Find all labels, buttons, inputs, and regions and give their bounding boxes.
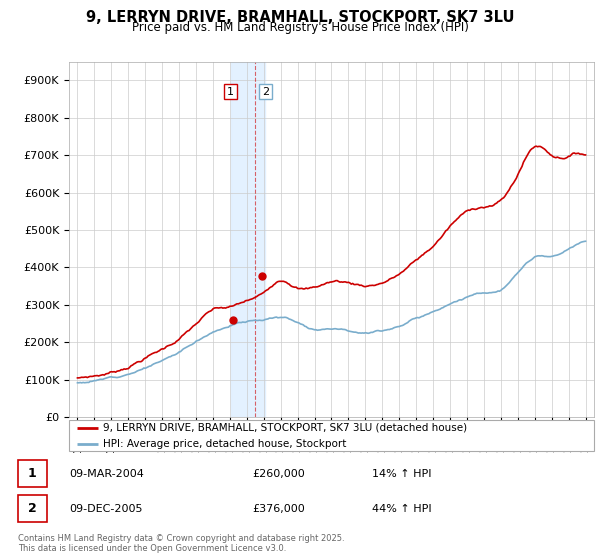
- Text: 44% ↑ HPI: 44% ↑ HPI: [372, 504, 431, 514]
- Text: Contains HM Land Registry data © Crown copyright and database right 2025.
This d: Contains HM Land Registry data © Crown c…: [18, 534, 344, 553]
- Text: 14% ↑ HPI: 14% ↑ HPI: [372, 469, 431, 479]
- Text: 2: 2: [28, 502, 37, 515]
- Text: 2: 2: [262, 87, 269, 96]
- Text: 1: 1: [28, 467, 37, 480]
- Text: 9, LERRYN DRIVE, BRAMHALL, STOCKPORT, SK7 3LU (detached house): 9, LERRYN DRIVE, BRAMHALL, STOCKPORT, SK…: [103, 423, 467, 433]
- Text: £376,000: £376,000: [252, 504, 305, 514]
- Bar: [231, 62, 265, 417]
- Text: 1: 1: [227, 87, 234, 96]
- Text: HPI: Average price, detached house, Stockport: HPI: Average price, detached house, Stoc…: [103, 439, 347, 449]
- Text: 9, LERRYN DRIVE, BRAMHALL, STOCKPORT, SK7 3LU: 9, LERRYN DRIVE, BRAMHALL, STOCKPORT, SK…: [86, 10, 514, 25]
- Text: £260,000: £260,000: [252, 469, 305, 479]
- Text: 09-MAR-2004: 09-MAR-2004: [69, 469, 144, 479]
- FancyBboxPatch shape: [69, 420, 594, 451]
- Text: 09-DEC-2005: 09-DEC-2005: [69, 504, 143, 514]
- Text: Price paid vs. HM Land Registry's House Price Index (HPI): Price paid vs. HM Land Registry's House …: [131, 21, 469, 34]
